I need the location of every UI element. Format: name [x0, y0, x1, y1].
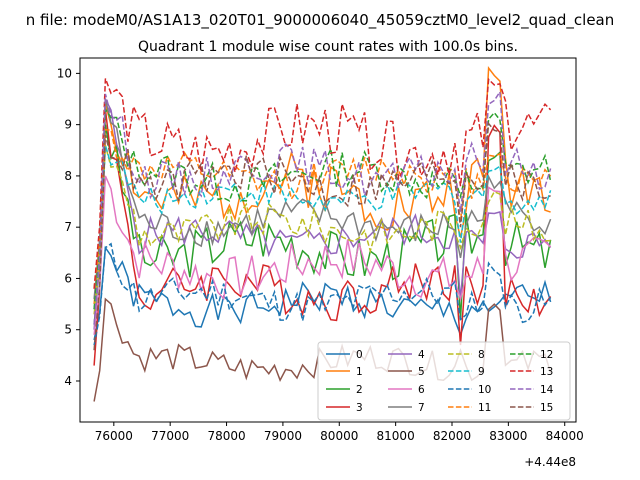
- legend-label-4: 4: [418, 349, 425, 361]
- figure-suptitle: n file: modeM0/AS1A13_020T01_9000006040_…: [26, 11, 615, 30]
- series-line-14: [93, 89, 552, 325]
- y-tick-label: 8: [64, 169, 72, 183]
- series-line-7: [93, 98, 552, 300]
- legend-label-12: 12: [540, 349, 553, 361]
- legend-label-8: 8: [478, 349, 485, 361]
- series-line-13: [93, 77, 552, 289]
- x-axis: 76000 77000 78000 79000 80000 81000 82000 83000…: [95, 422, 584, 443]
- legend-frame: [317, 341, 571, 421]
- y-tick-label: 6: [64, 271, 72, 285]
- series-layer: [93, 66, 552, 402]
- y-tick-label: 10: [57, 66, 72, 80]
- legend-label-11: 11: [478, 402, 491, 414]
- x-tick-label: 80000: [320, 429, 358, 443]
- x-tick-label: 78000: [207, 429, 245, 443]
- legend-label-2: 2: [356, 384, 363, 396]
- legend-label-6: 6: [418, 384, 425, 396]
- series-line-10: [93, 242, 552, 346]
- x-tick-label: 81000: [377, 429, 415, 443]
- series-line-6: [93, 175, 552, 335]
- series-line-8: [93, 145, 551, 315]
- y-tick-label: 5: [64, 323, 72, 337]
- x-tick-label: 77000: [151, 429, 189, 443]
- x-tick-label: 82000: [433, 429, 471, 443]
- x-tick-label: 84000: [546, 429, 584, 443]
- legend-label-7: 7: [418, 402, 425, 414]
- legend-label-0: 0: [356, 349, 363, 361]
- plot-frame: [79, 57, 577, 423]
- legend-label-3: 3: [356, 402, 363, 414]
- legend-label-10: 10: [478, 384, 491, 396]
- legend-label-13: 13: [540, 366, 553, 378]
- y-tick-label: 7: [64, 220, 72, 234]
- y-tick-label: 9: [64, 118, 72, 132]
- legend-label-15: 15: [540, 402, 553, 414]
- series-line-12: [93, 106, 552, 310]
- y-tick-label: 4: [64, 374, 72, 388]
- x-tick-label: 79000: [264, 429, 302, 443]
- x-tick-label: 76000: [95, 429, 133, 443]
- series-line-3: [93, 109, 552, 366]
- legend-label-1: 1: [356, 366, 363, 378]
- x-offset-label: +4.44e8: [524, 455, 576, 469]
- y-axis: 4 5 6 7 8 9 10: [57, 66, 80, 388]
- legend-label-9: 9: [478, 366, 485, 378]
- series-line-9: [93, 144, 552, 310]
- legend-label-5: 5: [418, 366, 425, 378]
- series-line-15: [93, 121, 551, 351]
- legend-label-14: 14: [540, 384, 554, 396]
- series-line-0: [93, 245, 552, 341]
- series-line-11: [93, 129, 552, 289]
- chart-title: Quadrant 1 module wise count rates with …: [138, 39, 518, 55]
- x-tick-label: 83000: [489, 429, 527, 443]
